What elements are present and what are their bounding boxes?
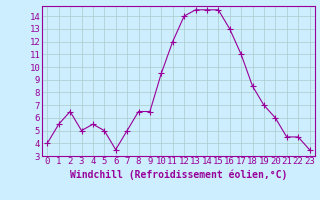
- X-axis label: Windchill (Refroidissement éolien,°C): Windchill (Refroidissement éolien,°C): [70, 169, 287, 180]
